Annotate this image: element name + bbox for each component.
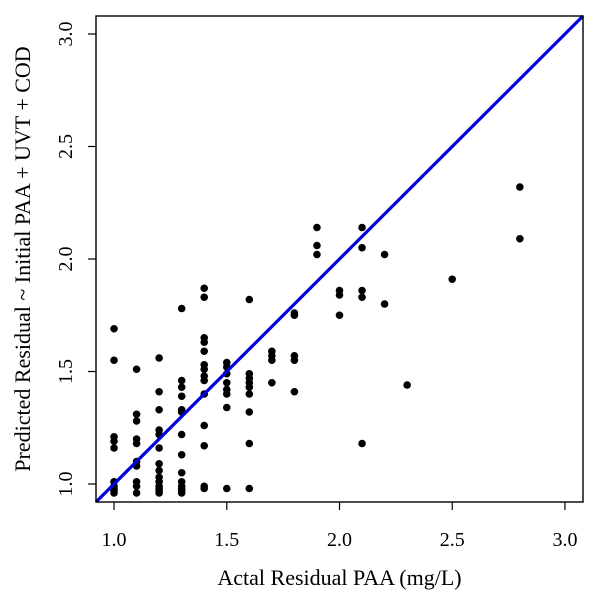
data-point (132, 365, 141, 374)
x-axis: 1.0 1.5 2.0 2.5 3.0 (102, 502, 577, 551)
data-point (358, 223, 366, 232)
data-point (222, 378, 231, 387)
data-point (155, 444, 163, 452)
data-point (200, 338, 209, 347)
data-point (358, 243, 366, 252)
data-point (200, 421, 209, 430)
data-point (132, 489, 141, 497)
data-point (110, 356, 118, 365)
x-tick-label: 2.0 (327, 529, 352, 551)
data-point (155, 387, 163, 396)
data-point (268, 378, 276, 387)
y-tick-label: 3.0 (55, 22, 77, 47)
data-point (177, 304, 186, 313)
data-point (132, 439, 141, 448)
x-tick-label: 3.0 (552, 529, 577, 551)
points-layer (110, 183, 524, 497)
data-point (516, 234, 524, 243)
data-point (132, 417, 141, 425)
x-tick-label: 2.5 (440, 529, 465, 551)
data-point (245, 439, 254, 448)
data-point (177, 430, 186, 439)
data-point (290, 311, 299, 320)
data-point (155, 459, 163, 468)
x-axis-title: Actal Residual PAA (mg/L) (217, 565, 461, 590)
data-point (290, 387, 299, 396)
data-point (313, 223, 321, 232)
data-point (403, 381, 411, 389)
data-point (200, 284, 209, 293)
data-point (222, 403, 231, 412)
data-point (380, 250, 389, 259)
data-point (155, 354, 163, 362)
data-point (358, 439, 366, 448)
data-point (290, 356, 299, 365)
data-point (155, 466, 163, 475)
data-point (380, 300, 389, 308)
data-point (200, 376, 209, 385)
reference-line (94, 14, 585, 504)
data-point (335, 311, 344, 320)
y-tick-label: 1.5 (55, 359, 77, 384)
data-point (155, 405, 163, 414)
y-axis: 1.0 1.5 2.0 2.5 3.0 (55, 22, 96, 497)
data-point (200, 293, 209, 302)
data-point (177, 376, 186, 385)
data-point (222, 390, 231, 398)
data-point (200, 347, 209, 356)
data-point (110, 324, 118, 333)
data-point (268, 356, 276, 365)
data-point (132, 482, 141, 491)
data-point (177, 450, 186, 459)
y-tick-label: 2.5 (55, 134, 77, 159)
data-point (177, 383, 186, 392)
x-tick-label: 1.5 (214, 529, 239, 551)
data-point (200, 365, 209, 374)
y-tick-label: 2.0 (55, 247, 77, 272)
data-point (132, 410, 141, 419)
data-point (245, 295, 254, 304)
y-tick-label: 1.0 (55, 472, 77, 497)
data-point (110, 444, 118, 452)
data-point (448, 275, 457, 284)
data-point (358, 293, 366, 302)
data-point (245, 408, 254, 416)
data-point (110, 489, 118, 497)
data-point (358, 286, 366, 295)
data-point (177, 489, 186, 497)
data-point (516, 183, 524, 191)
data-point (245, 390, 254, 398)
data-point (155, 489, 163, 497)
data-point (245, 484, 254, 493)
data-point (335, 291, 344, 299)
data-point (313, 250, 321, 259)
y-axis-title: Predicted Residual ~ Initial PAA + UVT +… (10, 46, 35, 471)
data-point (177, 468, 186, 477)
data-point (200, 484, 209, 493)
data-point (313, 241, 321, 250)
data-point (177, 392, 186, 401)
data-point (245, 383, 254, 392)
data-point (222, 484, 231, 493)
data-point (110, 437, 118, 446)
x-tick-label: 1.0 (102, 529, 127, 551)
data-point (200, 441, 209, 450)
